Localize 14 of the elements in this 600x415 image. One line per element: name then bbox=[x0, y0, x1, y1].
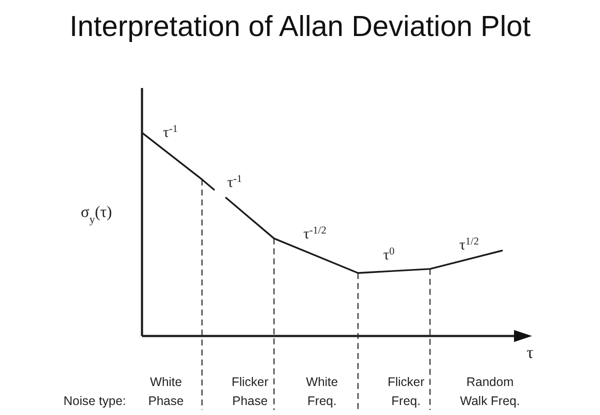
x-tick-label: Flicker Freq. bbox=[388, 375, 424, 408]
annotation: τ$^{0}$ bbox=[383, 246, 394, 264]
y-axis-title: σ$_{y}$(τ) bbox=[80, 204, 112, 226]
x-tick-label: White Freq. bbox=[306, 375, 338, 408]
annotation: τ$^{1/2}$ bbox=[459, 236, 479, 254]
chart-title: Interpretation of Allan Deviation Plot bbox=[68, 10, 532, 45]
x-tick-label: Random Walk Freq. bbox=[460, 375, 520, 408]
annotation: τ$^{-1/2}$ bbox=[303, 225, 326, 243]
annotation: τ$^{-1}$ bbox=[163, 124, 178, 142]
x-tick-label: Flicker Phase bbox=[232, 375, 268, 408]
text: Noise type: bbox=[63, 394, 126, 408]
annotation: τ$^{-1}$ bbox=[227, 173, 242, 191]
x-tick-label: White Phase bbox=[148, 375, 184, 408]
x-axis-title: τ bbox=[526, 343, 534, 362]
